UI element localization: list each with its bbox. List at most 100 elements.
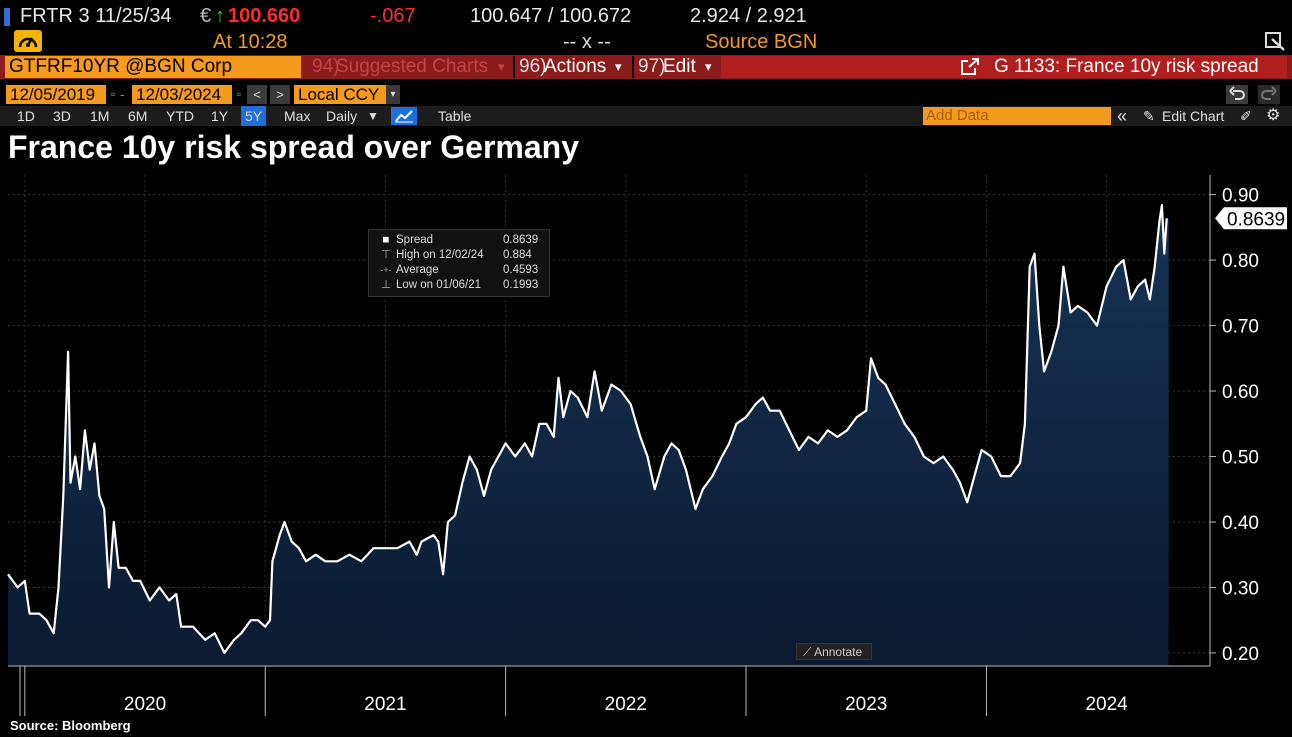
timestamp: At 10:28 [213, 31, 288, 53]
calendar-icon[interactable]: ▫ [110, 87, 116, 101]
legend-label: Low on 01/06/21 [396, 279, 482, 291]
annotate-label: Annotate [814, 645, 863, 659]
edit-chart-button[interactable]: Edit Chart [1162, 108, 1225, 124]
period-5y[interactable]: 5Y [241, 106, 267, 126]
high-marker-icon: ⊤ [380, 249, 392, 261]
y-tick-label: 0.80 [1222, 251, 1259, 272]
period-1m[interactable]: 1M [90, 108, 110, 124]
yields: 2.924 / 2.921 [690, 5, 807, 27]
price-change: -.067 [370, 5, 416, 27]
spread-line [7, 204, 1168, 654]
undo-icon[interactable] [1226, 85, 1248, 104]
legend-label: High on 12/02/24 [396, 249, 484, 261]
source-label: Source BGN [705, 31, 818, 53]
y-tick-label: 0.40 [1222, 513, 1259, 534]
chart-id-bar [721, 56, 1287, 78]
chart-id: G 1133: France 10y risk spread [994, 56, 1259, 77]
last-value-marker: 0.8639 [1215, 207, 1287, 230]
suggested-charts-number: 94) [312, 56, 340, 77]
annotate-button[interactable]: ⟋ Annotate [796, 643, 872, 660]
period-1y[interactable]: 1Y [211, 108, 229, 124]
security-field[interactable]: GTFRF10YR @BGN Corp [5, 56, 301, 78]
legend-value: 0.884 [503, 249, 532, 261]
annotate-icon: ⟋ [803, 645, 815, 659]
pencil-icon[interactable]: ✎ [1143, 108, 1155, 124]
legend-label: Average [396, 264, 439, 276]
period-max[interactable]: Max [284, 108, 311, 124]
legend-value: 0.8639 [503, 234, 539, 246]
annotate-pencil-icon[interactable]: ✐ [1240, 108, 1252, 124]
start-date-field[interactable]: 12/05/2019 [6, 85, 106, 104]
y-tick-label: 0.30 [1222, 578, 1259, 599]
speedometer-icon[interactable] [14, 30, 42, 52]
period-ytd[interactable]: YTD [166, 108, 194, 124]
legend-row-spread: ■ Spread 0.8639 [369, 233, 549, 248]
y-tick-label: 0.20 [1222, 644, 1259, 665]
legend-value: 0.4593 [503, 264, 539, 276]
calendar-icon[interactable]: ▫ [236, 87, 242, 101]
open-external-icon[interactable] [960, 58, 980, 76]
chevron-down-icon: ▼ [367, 109, 379, 123]
mid-placeholder: -- x -- [563, 31, 611, 53]
period-3d[interactable]: 3D [53, 108, 71, 124]
redo-icon[interactable] [1258, 85, 1280, 104]
period-6m[interactable]: 6M [128, 108, 148, 124]
add-data-input[interactable]: Add Data [923, 107, 1111, 125]
export-icon[interactable] [1264, 31, 1286, 51]
average-marker-icon: -+- [380, 265, 392, 275]
y-axis-ticks: 0.20 0.30 0.40 0.50 0.60 0.70 0.80 0.90 [1210, 186, 1259, 665]
ticker-marker [4, 8, 10, 26]
legend-box[interactable]: ■ Spread 0.8639 ⊤ High on 12/02/24 0.884… [368, 229, 550, 297]
currency-select[interactable]: Local CCY [294, 85, 386, 104]
chart-title: France 10y risk spread over Germany [8, 129, 579, 165]
gear-icon[interactable]: ⚙ [1266, 107, 1281, 124]
next-period-button[interactable]: > [270, 85, 290, 104]
end-date-field[interactable]: 12/03/2024 [132, 85, 232, 104]
chevron-down-icon[interactable]: ▾ [386, 85, 400, 104]
last-value-label: 0.8639 [1227, 209, 1285, 230]
ticker-label[interactable]: FRTR 3 11/25/34 [20, 5, 172, 27]
actions-number: 96) [519, 56, 547, 77]
chevron-down-icon: ▾ [705, 59, 712, 74]
table-button[interactable]: Table [438, 108, 472, 124]
low-marker-icon: ⊥ [380, 279, 392, 291]
legend-row-average: -+- Average 0.4593 [369, 263, 549, 278]
source-note: Source: Bloomberg [10, 718, 131, 733]
x-tick-label: 2024 [1085, 694, 1128, 715]
frequency-select[interactable]: Daily [326, 108, 358, 124]
x-tick-label: 2021 [364, 694, 406, 715]
divider [632, 56, 634, 78]
y-tick-label: 0.60 [1222, 382, 1259, 403]
legend-label: Spread [396, 234, 434, 246]
date-separator: - [120, 86, 125, 102]
collapse-icon[interactable]: « [1117, 106, 1128, 126]
chevron-down-icon: ▾ [498, 59, 505, 74]
divider [513, 56, 515, 78]
spread-area [8, 205, 1169, 666]
y-tick-label: 0.50 [1222, 448, 1259, 469]
actions-menu[interactable]: Actions [544, 56, 607, 77]
x-tick-label: 2022 [605, 694, 647, 715]
last-value-tag [1215, 207, 1287, 230]
x-tick-label: 2020 [124, 694, 166, 715]
edit-number: 97) [638, 56, 666, 77]
period-1d[interactable]: 1D [17, 108, 35, 124]
up-arrow-icon: ↑ [215, 5, 225, 27]
currency-symbol: € [200, 5, 212, 27]
series-swatch-icon: ■ [382, 234, 390, 246]
legend-row-low: ⊥ Low on 01/06/21 0.1993 [369, 278, 549, 293]
line-chart-icon[interactable] [391, 107, 417, 125]
y-tick-label: 0.90 [1222, 186, 1259, 207]
x-axis-ticks: 2020 2021 2022 2023 2024 [19, 666, 1128, 716]
legend-row-high: ⊤ High on 12/02/24 0.884 [369, 248, 549, 263]
previous-period-button[interactable]: < [247, 85, 267, 104]
chevron-down-icon: ▾ [615, 59, 622, 74]
last-price: 100.660 [228, 5, 301, 27]
y-tick-label: 0.70 [1222, 317, 1259, 338]
suggested-charts-menu[interactable]: Suggested Charts [336, 56, 489, 77]
edit-menu[interactable]: Edit [663, 56, 696, 77]
bid-ask: 100.647 / 100.672 [470, 5, 632, 27]
legend-value: 0.1993 [503, 279, 539, 291]
x-tick-label: 2023 [845, 694, 887, 715]
